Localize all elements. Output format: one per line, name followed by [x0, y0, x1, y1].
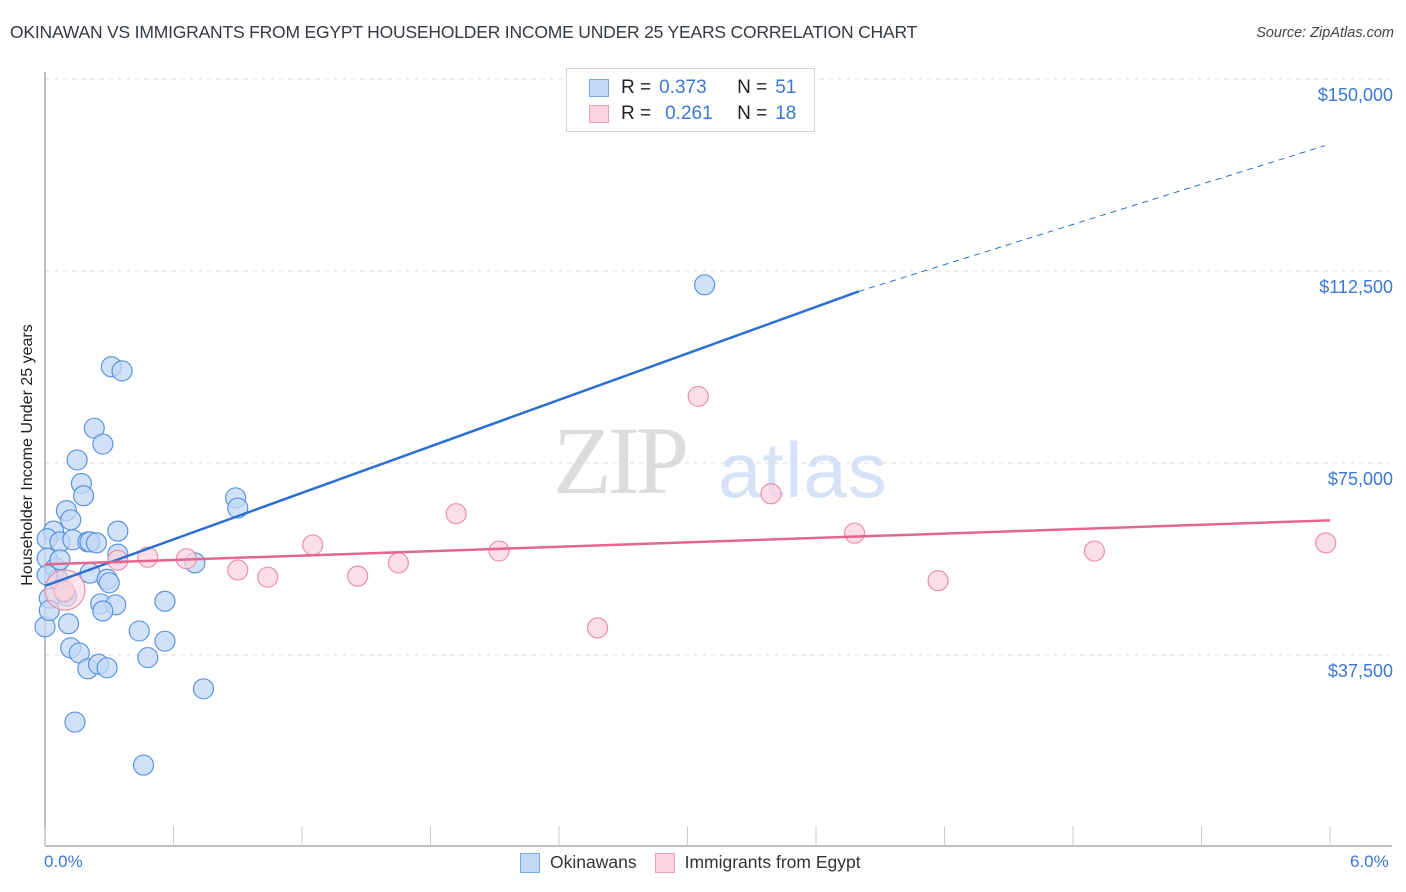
okinawan-point — [72, 485, 95, 507]
egypt-point — [586, 617, 609, 639]
egypt-point — [302, 534, 324, 556]
egypt-trend-line — [44, 519, 1331, 566]
okinawans-swatch-icon — [520, 852, 540, 873]
okinawan-point — [66, 449, 88, 471]
okinawan-point — [92, 433, 114, 455]
okinawan-point — [694, 274, 716, 296]
y-axis-label: Householder Income Under 25 years — [19, 324, 36, 586]
n-label: N = — [737, 103, 768, 124]
legend-item-egypt[interactable]: Immigrants from Egypt — [654, 852, 861, 873]
okinawan-point — [154, 590, 176, 612]
egypt-swatch-icon — [589, 105, 609, 123]
okinawan-point — [128, 620, 150, 642]
correlation-legend: R = 0.373 N = 51 R = 0.261 N = 18 — [566, 68, 815, 132]
n-label: N = — [737, 77, 768, 98]
egypt-point — [927, 570, 949, 592]
n-value: 18 — [775, 103, 797, 124]
okinawan-point — [60, 509, 82, 531]
source-label: Source: ZipAtlas.com — [1256, 25, 1394, 41]
okinawan-point — [85, 532, 108, 554]
egypt-point — [687, 385, 709, 408]
egypt-point — [1083, 540, 1106, 562]
okinawan-point — [57, 613, 80, 635]
egypt-point — [257, 566, 279, 588]
trend-lines — [44, 145, 1331, 588]
n-value: 51 — [775, 77, 797, 98]
y-tick-75000: $75,000 — [1327, 469, 1393, 489]
r-value: 0.261 — [665, 103, 713, 124]
legend-label: Okinawans — [550, 852, 637, 872]
egypt-point — [445, 503, 467, 525]
okinawan-point — [96, 657, 118, 679]
okinawans-points — [34, 274, 716, 776]
series-legend: Okinawans Immigrants from Egypt — [520, 852, 879, 873]
egypt-point — [488, 540, 510, 562]
watermark-zip: ZIP — [553, 407, 689, 514]
egypt-point — [387, 552, 409, 574]
okinawan-point — [64, 711, 86, 733]
legend-label: Immigrants from Egypt — [684, 852, 861, 872]
watermark-atlas: atlas — [718, 426, 888, 514]
egypt-point — [760, 483, 782, 505]
gridlines — [45, 78, 1390, 656]
y-tick-112500: $112,500 — [1319, 277, 1393, 297]
okinawan-point — [137, 646, 159, 669]
egypt-point — [1315, 532, 1337, 554]
egypt-point — [227, 559, 249, 581]
okinawan-point — [107, 520, 129, 542]
okinawan-point — [49, 549, 71, 571]
x-tick-max: 6.0% — [1350, 852, 1389, 871]
legend-item-okinawans[interactable]: Okinawans — [520, 852, 637, 873]
axes — [44, 72, 1392, 847]
x-tick-min: 0.0% — [44, 852, 83, 871]
okinawans-swatch-icon — [589, 79, 609, 97]
okinawan-point — [154, 630, 176, 652]
egypt-points — [44, 385, 1337, 639]
okinawans-trend-extension — [858, 145, 1326, 292]
okinawan-point — [92, 600, 114, 622]
egypt-swatch-icon — [654, 852, 675, 873]
okinawan-point — [132, 754, 155, 776]
egypt-point — [843, 522, 866, 544]
okinawan-point — [192, 678, 215, 700]
r-label: R = — [621, 77, 652, 98]
r-label: R = — [621, 103, 652, 124]
y-tick-150000: $150,000 — [1317, 85, 1393, 105]
y-tick-37500: $37,500 — [1327, 661, 1393, 681]
okinawan-point — [111, 360, 133, 382]
okinawan-point — [98, 572, 120, 594]
r-value: 0.373 — [659, 77, 707, 98]
okinawans-trend-line — [44, 290, 860, 588]
egypt-point — [347, 565, 369, 587]
legend-row-egypt: R = 0.261 N = 18 — [589, 102, 796, 126]
chart-title: OKINAWAN VS IMMIGRANTS FROM EGYPT HOUSEH… — [10, 22, 918, 42]
legend-row-okinawans: R = 0.373 N = 51 — [589, 76, 796, 100]
egypt-point-large — [44, 569, 86, 611]
